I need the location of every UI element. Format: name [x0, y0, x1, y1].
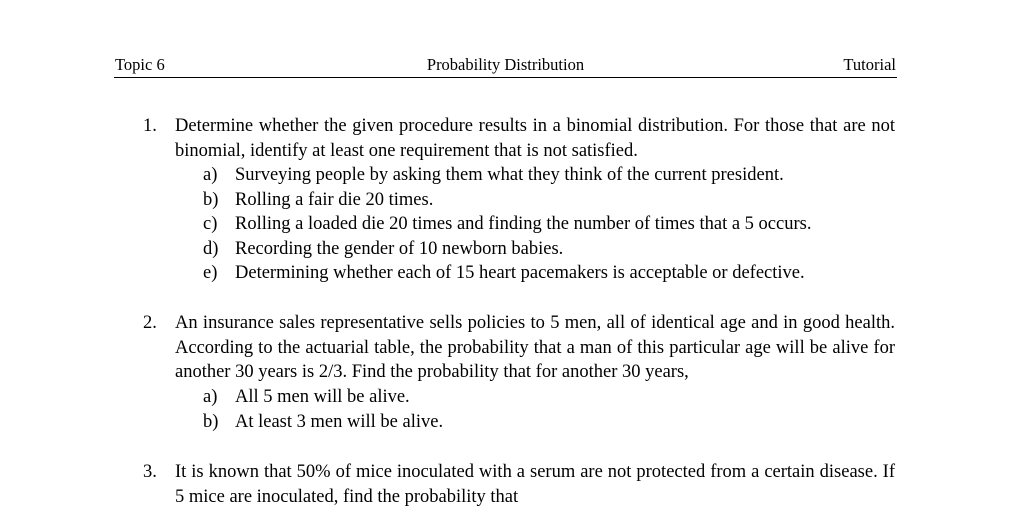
- question-text: An insurance sales representative sells …: [175, 313, 895, 383]
- question-number: 3.: [143, 462, 157, 482]
- page-header: Topic 6 Probability Distribution Tutoria…: [114, 55, 897, 78]
- item-text: At least 3 men will be alive.: [235, 412, 444, 432]
- question-number: 1.: [143, 116, 157, 136]
- question-number: 2.: [143, 313, 157, 333]
- question-text: It is known that 50% of mice inoculated …: [175, 462, 895, 507]
- item-letter: a): [203, 165, 218, 185]
- item-letter: b): [203, 412, 219, 432]
- item-text: All 5 men will be alive.: [235, 387, 410, 407]
- header-topic: Topic 6: [115, 55, 165, 74]
- item-text: Rolling a fair die 20 times.: [235, 190, 434, 210]
- item-letter: e): [203, 263, 218, 283]
- item-text: Rolling a loaded die 20 times and findin…: [235, 214, 812, 234]
- item-letter: b): [203, 190, 219, 210]
- item-text: Recording the gender of 10 newborn babie…: [235, 239, 564, 259]
- item-text: Determining whether each of 15 heart pac…: [235, 263, 805, 283]
- item-letter: c): [203, 214, 218, 234]
- header-title: Probability Distribution: [426, 55, 585, 74]
- question-text: Determine whether the given procedure re…: [175, 116, 895, 161]
- item-letter: a): [203, 387, 218, 407]
- item-text: Surveying people by asking them what the…: [235, 165, 784, 185]
- item-letter: d): [203, 239, 219, 259]
- header-section: Tutorial: [843, 55, 896, 74]
